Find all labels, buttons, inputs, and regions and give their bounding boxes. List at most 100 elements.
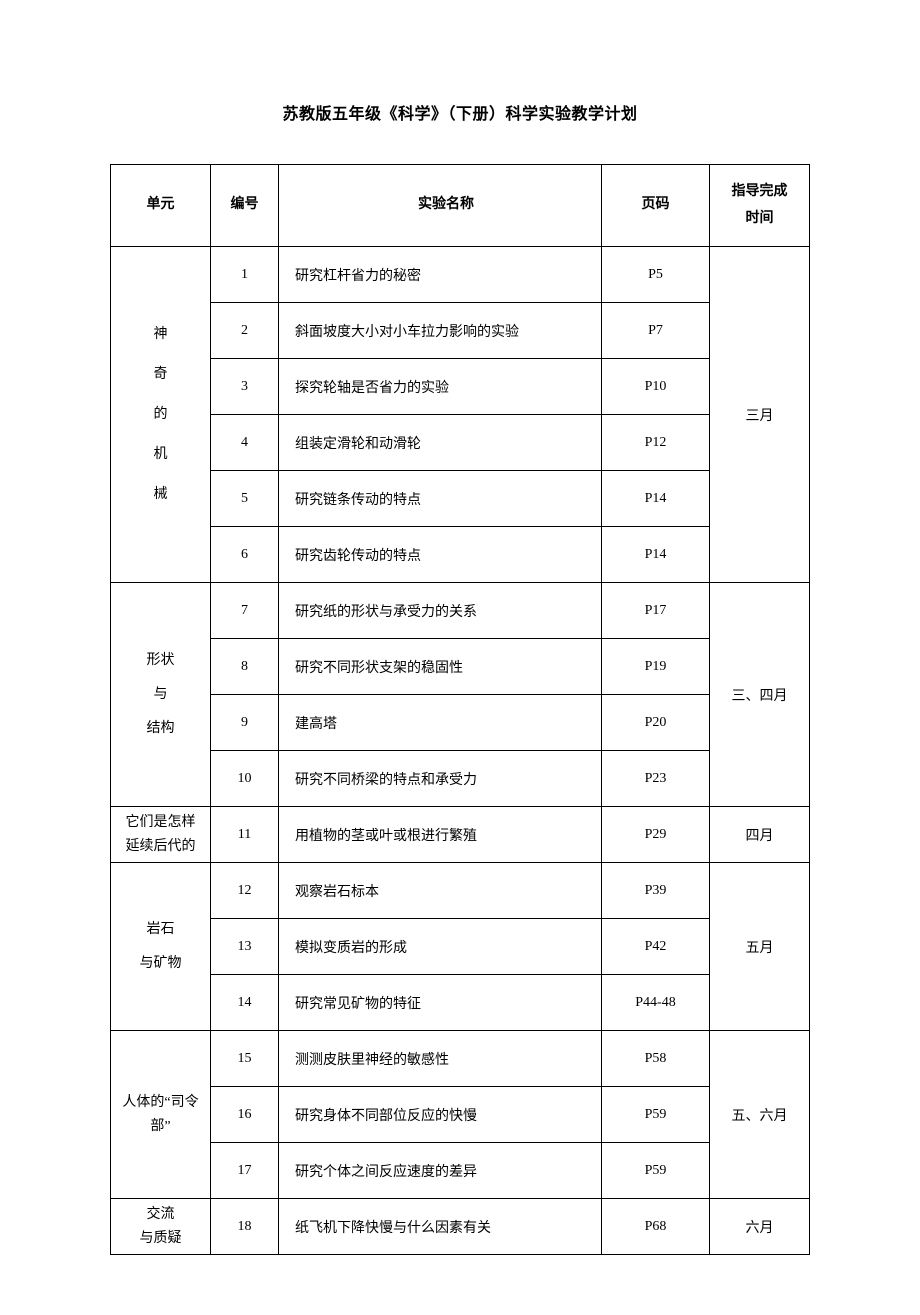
name-cell: 模拟变质岩的形成 [279, 919, 602, 975]
header-time: 指导完成 时间 [710, 165, 810, 247]
unit-cell: 人体的“司令 部” [111, 1031, 211, 1199]
page-cell: P10 [602, 359, 710, 415]
page-cell: P44-48 [602, 975, 710, 1031]
unit-cell: 交流 与质疑 [111, 1199, 211, 1255]
unit-char: 与 [154, 688, 168, 702]
num-cell: 5 [211, 471, 279, 527]
page-cell: P14 [602, 471, 710, 527]
name-cell: 研究链条传动的特点 [279, 471, 602, 527]
num-cell: 3 [211, 359, 279, 415]
unit-char: 的 [154, 408, 168, 422]
header-row: 单元 编号 实验名称 页码 指导完成 时间 [111, 165, 810, 247]
name-cell: 研究齿轮传动的特点 [279, 527, 602, 583]
page-cell: P68 [602, 1199, 710, 1255]
name-cell: 探究轮轴是否省力的实验 [279, 359, 602, 415]
name-cell: 组装定滑轮和动滑轮 [279, 415, 602, 471]
time-cell: 三、四月 [710, 583, 810, 807]
header-num: 编号 [211, 165, 279, 247]
table-row: 5 研究链条传动的特点 P14 [111, 471, 810, 527]
name-cell: 建高塔 [279, 695, 602, 751]
num-cell: 14 [211, 975, 279, 1031]
header-time-l1: 指导完成 [714, 179, 805, 206]
name-cell: 研究常见矿物的特征 [279, 975, 602, 1031]
name-cell: 研究纸的形状与承受力的关系 [279, 583, 602, 639]
page-cell: P7 [602, 303, 710, 359]
time-cell: 四月 [710, 807, 810, 863]
num-cell: 12 [211, 863, 279, 919]
plan-table: 单元 编号 实验名称 页码 指导完成 时间 神 奇 的 机 械 [110, 164, 810, 1255]
name-cell: 纸飞机下降快慢与什么因素有关 [279, 1199, 602, 1255]
unit-line: 它们是怎样 [115, 811, 206, 835]
num-cell: 11 [211, 807, 279, 863]
page-cell: P14 [602, 527, 710, 583]
table-row: 3 探究轮轴是否省力的实验 P10 [111, 359, 810, 415]
page-title: 苏教版五年级《科学》（下册）科学实验教学计划 [110, 100, 810, 124]
num-cell: 13 [211, 919, 279, 975]
page-cell: P23 [602, 751, 710, 807]
table-row: 6 研究齿轮传动的特点 P14 [111, 527, 810, 583]
unit-line: 与质疑 [115, 1227, 206, 1251]
page-cell: P59 [602, 1143, 710, 1199]
table-row: 17 研究个体之间反应速度的差异 P59 [111, 1143, 810, 1199]
page-cell: P59 [602, 1087, 710, 1143]
num-cell: 17 [211, 1143, 279, 1199]
num-cell: 15 [211, 1031, 279, 1087]
time-cell: 五月 [710, 863, 810, 1031]
unit-cell: 神 奇 的 机 械 [111, 247, 211, 583]
name-cell: 研究身体不同部位反应的快慢 [279, 1087, 602, 1143]
table-row: 16 研究身体不同部位反应的快慢 P59 [111, 1087, 810, 1143]
page-cell: P12 [602, 415, 710, 471]
table-row: 形状 与 结构 7 研究纸的形状与承受力的关系 P17 三、四月 [111, 583, 810, 639]
name-cell: 观察岩石标本 [279, 863, 602, 919]
num-cell: 8 [211, 639, 279, 695]
unit-cell: 形状 与 结构 [111, 583, 211, 807]
page-cell: P58 [602, 1031, 710, 1087]
num-cell: 10 [211, 751, 279, 807]
name-cell: 研究不同形状支架的稳固性 [279, 639, 602, 695]
num-cell: 18 [211, 1199, 279, 1255]
unit-cell: 它们是怎样 延续后代的 [111, 807, 211, 863]
table-row: 它们是怎样 延续后代的 11 用植物的茎或叶或根进行繁殖 P29 四月 [111, 807, 810, 863]
unit-line: 部” [115, 1115, 206, 1139]
unit-char: 机 [154, 448, 168, 462]
unit-char: 奇 [154, 368, 168, 382]
page-cell: P39 [602, 863, 710, 919]
header-unit: 单元 [111, 165, 211, 247]
num-cell: 16 [211, 1087, 279, 1143]
name-cell: 研究个体之间反应速度的差异 [279, 1143, 602, 1199]
time-cell: 三月 [710, 247, 810, 583]
unit-line: 交流 [115, 1203, 206, 1227]
table-row: 人体的“司令 部” 15 测测皮肤里神经的敏感性 P58 五、六月 [111, 1031, 810, 1087]
table-row: 9 建高塔 P20 [111, 695, 810, 751]
num-cell: 2 [211, 303, 279, 359]
unit-char: 岩石 [147, 923, 175, 937]
table-row: 8 研究不同形状支架的稳固性 P19 [111, 639, 810, 695]
unit-char: 与矿物 [140, 957, 182, 971]
name-cell: 研究杠杆省力的秘密 [279, 247, 602, 303]
unit-char: 神 [154, 328, 168, 342]
num-cell: 7 [211, 583, 279, 639]
page-cell: P17 [602, 583, 710, 639]
table-row: 交流 与质疑 18 纸飞机下降快慢与什么因素有关 P68 六月 [111, 1199, 810, 1255]
table-row: 13 模拟变质岩的形成 P42 [111, 919, 810, 975]
table-row: 2 斜面坡度大小对小车拉力影响的实验 P7 [111, 303, 810, 359]
num-cell: 9 [211, 695, 279, 751]
unit-line: 延续后代的 [115, 835, 206, 859]
name-cell: 测测皮肤里神经的敏感性 [279, 1031, 602, 1087]
unit-cell: 岩石 与矿物 [111, 863, 211, 1031]
unit-char: 结构 [147, 722, 175, 736]
time-cell: 六月 [710, 1199, 810, 1255]
table-row: 14 研究常见矿物的特征 P44-48 [111, 975, 810, 1031]
table-row: 4 组装定滑轮和动滑轮 P12 [111, 415, 810, 471]
page-cell: P5 [602, 247, 710, 303]
page-cell: P19 [602, 639, 710, 695]
unit-char: 械 [154, 488, 168, 502]
num-cell: 6 [211, 527, 279, 583]
page-cell: P20 [602, 695, 710, 751]
table-row: 10 研究不同桥梁的特点和承受力 P23 [111, 751, 810, 807]
name-cell: 研究不同桥梁的特点和承受力 [279, 751, 602, 807]
page-cell: P42 [602, 919, 710, 975]
header-name: 实验名称 [279, 165, 602, 247]
num-cell: 4 [211, 415, 279, 471]
page-cell: P29 [602, 807, 710, 863]
